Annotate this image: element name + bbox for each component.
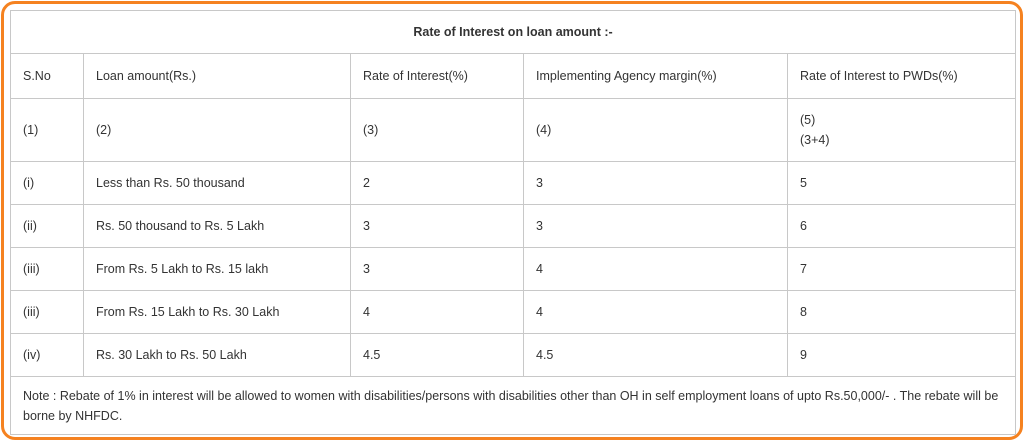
note: Note : Rebate of 1% in interest will be … <box>10 376 1016 435</box>
column-header: Rate of Interest(%) <box>350 53 524 99</box>
index-line: (3+4) <box>800 133 830 147</box>
data-cell: (iv) <box>10 333 84 377</box>
data-cell: (iii) <box>10 247 84 291</box>
data-row: (ii) Rs. 50 thousand to Rs. 5 Lakh 3 3 6 <box>10 204 1016 248</box>
data-cell: 3 <box>350 247 524 291</box>
interest-table: Rate of Interest on loan amount :- S.No L… <box>10 10 1016 435</box>
index-cell: (3) <box>350 98 524 162</box>
data-row: (iii) From Rs. 5 Lakh to Rs. 15 lakh 3 4 7 <box>10 247 1016 291</box>
data-row: (iv) Rs. 30 Lakh to Rs. 50 Lakh 4.5 4.5 9 <box>10 333 1016 377</box>
index-cell: (4) <box>523 98 788 162</box>
index-row: (1) (2) (3) (4) (5) (3+4) <box>10 98 1016 162</box>
data-cell: 8 <box>787 290 1016 334</box>
data-cell: 6 <box>787 204 1016 248</box>
data-cell: 7 <box>787 247 1016 291</box>
data-cell: (iii) <box>10 290 84 334</box>
data-cell: 9 <box>787 333 1016 377</box>
index-line: (5) <box>800 113 816 127</box>
header-row: S.No Loan amount(Rs.) Rate of Interest(%) I… <box>10 53 1016 99</box>
column-header: S.No <box>10 53 84 99</box>
data-cell: 4 <box>523 290 788 334</box>
column-header: Implementing Agency margin(%) <box>523 53 788 99</box>
index-cell: (5) (3+4) <box>787 98 1016 162</box>
data-cell: (i) <box>10 161 84 205</box>
data-row: (iii) From Rs. 15 Lakh to Rs. 30 Lakh 4 4 8 <box>10 290 1016 334</box>
column-header: Rate of Interest to PWDs(%) <box>787 53 1016 99</box>
data-cell: From Rs. 15 Lakh to Rs. 30 Lakh <box>83 290 351 334</box>
data-cell: 4.5 <box>350 333 524 377</box>
note-row: Note : Rebate of 1% in interest will be … <box>10 376 1016 435</box>
data-cell: 4.5 <box>523 333 788 377</box>
data-cell: Less than Rs. 50 thousand <box>83 161 351 205</box>
data-cell: Rs. 30 Lakh to Rs. 50 Lakh <box>83 333 351 377</box>
table-title: Rate of Interest on loan amount :- <box>10 10 1016 54</box>
data-cell: 2 <box>350 161 524 205</box>
data-cell: 3 <box>523 161 788 205</box>
data-cell: 3 <box>523 204 788 248</box>
data-cell: 4 <box>523 247 788 291</box>
data-cell: 5 <box>787 161 1016 205</box>
data-cell: (ii) <box>10 204 84 248</box>
column-header: Loan amount(Rs.) <box>83 53 351 99</box>
data-row: (i) Less than Rs. 50 thousand 2 3 5 <box>10 161 1016 205</box>
index-cell: (1) <box>10 98 84 162</box>
data-cell: 4 <box>350 290 524 334</box>
data-cell: 3 <box>350 204 524 248</box>
data-cell: Rs. 50 thousand to Rs. 5 Lakh <box>83 204 351 248</box>
data-cell: From Rs. 5 Lakh to Rs. 15 lakh <box>83 247 351 291</box>
index-cell: (2) <box>83 98 351 162</box>
